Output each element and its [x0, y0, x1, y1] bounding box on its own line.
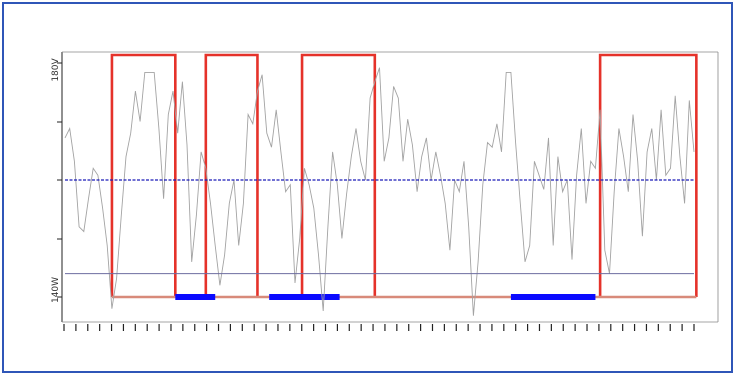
y-bottom-label: 140W: [51, 277, 61, 303]
on-period-box-3: [598, 53, 698, 297]
axis-labels: 180V 140W: [51, 57, 61, 303]
on-period-box-1: [204, 53, 259, 297]
series-line: [64, 67, 695, 316]
chart-axes: [57, 51, 719, 331]
on-period-box-2: [300, 53, 377, 297]
reference-lines: [65, 179, 694, 275]
series-layer: [64, 67, 695, 316]
y-top-label: 180V: [51, 57, 61, 81]
on-period-box-0: [110, 53, 177, 297]
highlight-regions: [110, 53, 698, 300]
